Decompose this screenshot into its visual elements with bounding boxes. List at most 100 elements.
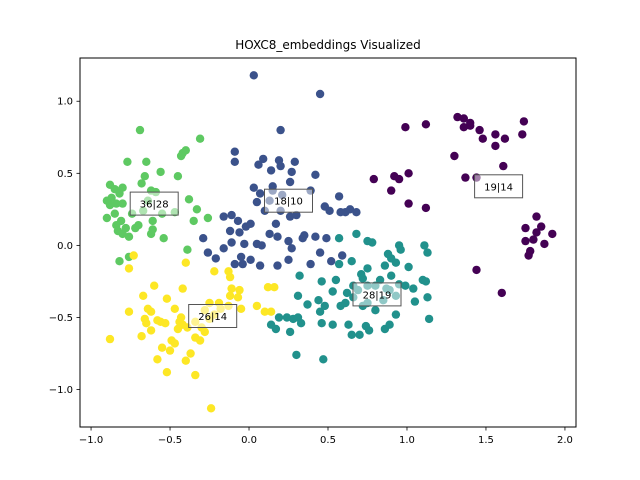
data-point (230, 259, 239, 269)
annotation-layer: 36|28 18|10 19|14 28|19 26|14 (129, 174, 524, 328)
data-point (540, 239, 549, 249)
x-tick-label: −1.0 (79, 435, 103, 446)
data-point (173, 324, 183, 334)
data-point (347, 257, 356, 266)
data-point (148, 225, 157, 234)
data-point (315, 307, 325, 316)
data-point (500, 134, 510, 143)
data-point (404, 262, 413, 272)
y-tick-label: 0.5 (57, 169, 73, 180)
data-point (236, 304, 246, 313)
data-point (334, 192, 344, 201)
cluster-annotation: 19|14 (474, 174, 524, 199)
data-point (110, 209, 120, 218)
data-point (206, 404, 216, 413)
data-point (257, 241, 266, 250)
data-point (327, 257, 336, 266)
data-point (472, 265, 481, 275)
data-point (265, 229, 274, 239)
data-point (287, 244, 296, 253)
data-point (240, 239, 249, 249)
data-point (148, 216, 157, 226)
data-point (150, 281, 159, 290)
data-point (328, 320, 337, 329)
data-point (548, 229, 557, 239)
data-point (401, 123, 410, 132)
data-point (358, 274, 367, 283)
x-tick-label: 0.5 (320, 435, 336, 446)
data-point (296, 319, 306, 328)
data-point (115, 257, 124, 266)
data-point (334, 234, 344, 243)
y-tick-label: −0.5 (49, 313, 73, 324)
y-tick-label: −1.0 (49, 385, 73, 396)
data-point (284, 236, 293, 246)
data-point (181, 258, 190, 267)
data-point (189, 216, 198, 226)
annotation-box (264, 188, 313, 213)
data-point (235, 285, 244, 295)
data-point (200, 327, 209, 337)
data-point (118, 183, 127, 192)
data-point (355, 330, 364, 339)
data-point (274, 313, 284, 322)
data-point (320, 301, 329, 311)
data-point (105, 334, 115, 344)
data-point (491, 141, 500, 151)
data-point (368, 238, 377, 247)
data-point (259, 154, 268, 164)
data-point (322, 234, 331, 243)
data-point (230, 157, 239, 166)
data-point (421, 120, 431, 129)
data-point (345, 205, 355, 214)
data-point (532, 228, 541, 237)
data-point (230, 147, 239, 156)
data-point (391, 310, 401, 319)
data-point (246, 219, 255, 228)
data-point (315, 89, 325, 99)
data-point (352, 229, 361, 239)
data-point (203, 248, 213, 257)
data-point (342, 288, 352, 298)
data-point (225, 291, 235, 300)
data-point (401, 281, 410, 290)
data-point (363, 264, 372, 273)
data-point (238, 259, 247, 269)
data-point (475, 125, 484, 135)
data-point (396, 245, 405, 254)
series-1 (199, 71, 361, 270)
data-point (112, 199, 121, 208)
data-point (181, 146, 190, 155)
data-point (518, 130, 527, 139)
data-point (173, 172, 183, 181)
data-point (499, 161, 508, 171)
data-point (118, 229, 127, 239)
data-point (143, 304, 153, 313)
data-point (347, 330, 356, 339)
data-point (311, 170, 320, 179)
data-point (181, 356, 190, 365)
data-point (285, 177, 295, 187)
data-point (124, 264, 134, 273)
data-point (118, 199, 127, 208)
cluster-annotation: 28|19 (352, 282, 402, 307)
data-point (162, 368, 172, 377)
data-point (225, 272, 235, 282)
data-point (134, 221, 143, 230)
data-point (364, 326, 374, 335)
data-point (387, 271, 396, 280)
data-point (260, 307, 269, 316)
data-point (303, 300, 312, 309)
data-point (162, 294, 172, 303)
data-point (409, 284, 418, 293)
data-point (142, 157, 151, 166)
annotation-box (474, 174, 524, 199)
data-point (263, 283, 273, 292)
data-point (344, 320, 353, 329)
data-point (227, 238, 236, 247)
annotation-label: 26|14 (198, 312, 227, 323)
data-point (211, 254, 220, 263)
data-point (175, 317, 184, 326)
data-point (246, 255, 255, 264)
